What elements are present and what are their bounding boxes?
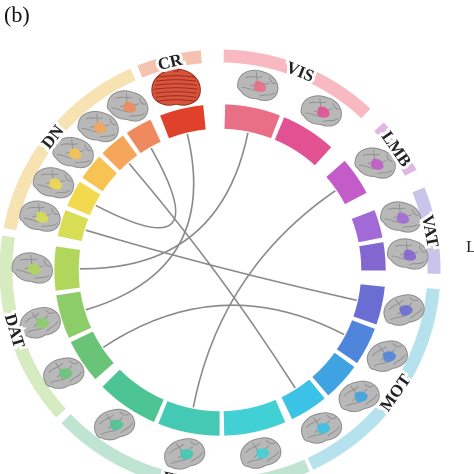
node-segment-fpn-2: [157, 400, 221, 437]
network-arc-dn: [3, 68, 136, 231]
panel-label: (b): [4, 2, 30, 27]
node-segment-dat-2: [55, 290, 92, 339]
node-segment-cr-1: [159, 104, 207, 140]
node-segment-lmb-1: [325, 160, 368, 205]
connection-chord-2: [79, 132, 249, 270]
node-segment-mot-1: [352, 283, 386, 326]
connection-chords: [79, 132, 357, 408]
brain-thumbnail-mot-2: [366, 340, 408, 372]
node-segment-fpn-1: [223, 399, 287, 437]
network-arc-vis: [223, 49, 371, 119]
node-segment-fpn-3: [101, 368, 165, 423]
network-arc-dat: [0, 235, 66, 418]
brain-thumbnail-vis-1: [236, 69, 279, 101]
network-arc-cr: [137, 50, 203, 78]
node-segments: [53, 103, 387, 437]
brain-thumbnail-fpn-1: [240, 437, 282, 469]
node-segment-vis-1: [223, 103, 281, 140]
node-segment-dn-4: [101, 134, 139, 172]
brain-thumbnail-mot-4: [301, 412, 343, 444]
brain-thumbnail-dn-1: [19, 200, 61, 232]
brain-thumbnail-dn-4: [77, 111, 119, 143]
node-segment-vis-2: [274, 116, 333, 167]
brain-thumbnail-vat-2: [386, 238, 429, 270]
brain-thumbnail-dat-2: [19, 307, 61, 339]
node-segment-dn-3: [81, 155, 118, 193]
brain-thumbnail-lmb-1: [354, 147, 396, 179]
connection-chord-4: [102, 304, 345, 348]
brain-thumbnail-mot-3: [338, 380, 380, 413]
node-segment-vat-2: [358, 241, 387, 272]
node-segment-dn-1: [57, 209, 90, 242]
network-arcs: [0, 49, 441, 474]
network-label-vat: VAT: [418, 213, 443, 249]
brain-thumbnail-dn-2: [32, 167, 75, 199]
node-segment-dat-1: [70, 330, 115, 380]
brain-thumbnail-fpn-3: [94, 408, 136, 441]
cut-label: L: [466, 237, 474, 256]
brain-thumbnail-vat-1: [379, 201, 422, 233]
brain-thumbnail-dn-3: [52, 137, 94, 169]
brain-thumbnail-dat-1: [43, 357, 85, 389]
network-arc-vat: [412, 187, 441, 274]
network-arc-fpn: [61, 414, 310, 474]
connection-chord-3: [192, 190, 336, 408]
node-segment-dat-3: [53, 245, 81, 292]
connection-chord-7: [85, 229, 357, 302]
cerebellum-thumbnail-1: [151, 60, 201, 106]
connection-chord-5: [128, 162, 296, 389]
node-segment-mot-2: [336, 319, 376, 364]
node-segment-dn-5: [126, 118, 162, 154]
brain-thumbnail-dat-3: [11, 252, 53, 284]
node-segment-mot-3: [311, 351, 356, 397]
network-arc-mot: [307, 288, 440, 470]
node-segment-mot-4: [280, 378, 326, 420]
network-arc-lmb: [374, 122, 417, 176]
node-segment-dn-2: [66, 180, 102, 216]
connection-chord-6: [95, 147, 177, 229]
brain-thumbnail-vis-2: [300, 95, 342, 127]
node-segment-vat-1: [350, 209, 384, 243]
brain-thumbnail-fpn-2: [164, 438, 206, 470]
brain-thumbnail-dn-5: [106, 90, 149, 122]
brain-thumbnail-mot-1: [383, 294, 425, 326]
brain-thumbnails: [11, 60, 429, 470]
